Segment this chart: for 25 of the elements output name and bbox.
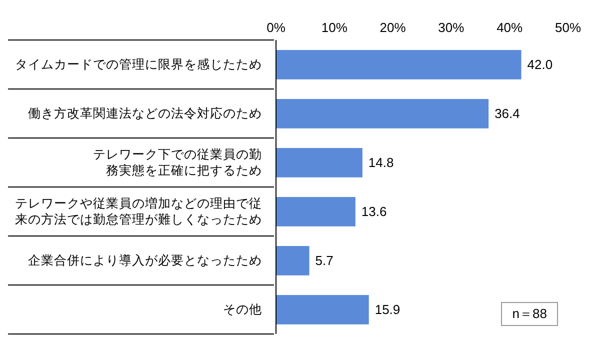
x-tick-label: 10%	[321, 20, 348, 35]
x-tick-label: 50%	[554, 20, 582, 35]
data-label: 5.7	[315, 253, 334, 268]
y-tick-label: 企業合併により導入が必要となったため	[28, 254, 262, 268]
bar	[276, 148, 362, 178]
data-label: 42.0	[527, 57, 553, 72]
annotation: n＝88	[501, 302, 558, 326]
x-tick-label: 0%	[266, 20, 286, 35]
data-label: 13.6	[361, 204, 387, 220]
bar	[276, 50, 522, 80]
y-tick-label: テレワークや従業員の増加などの理由で従来の方法では勤怠管理が難しくなったため	[15, 196, 262, 226]
y-tick-label: テレワーク下での従業員の勤務実態を正確に把するため	[93, 148, 262, 178]
bar	[276, 295, 369, 324]
y-tick-label: その他	[223, 302, 262, 316]
x-tick-label: 30%	[438, 20, 465, 35]
data-label: 36.4	[494, 106, 520, 122]
x-tick-label: 20%	[380, 20, 406, 35]
bar	[276, 99, 489, 128]
x-tick-label: 40%	[496, 20, 524, 35]
y-tick-label: 働き方改革関連法などの法令対応のため	[28, 106, 262, 120]
data-label: 15.9	[374, 302, 400, 318]
data-label: 14.8	[368, 155, 394, 170]
bar	[276, 246, 310, 276]
bar	[276, 197, 356, 226]
y-tick-label: タイムカードでの管理に限界を感じたため	[15, 58, 262, 72]
